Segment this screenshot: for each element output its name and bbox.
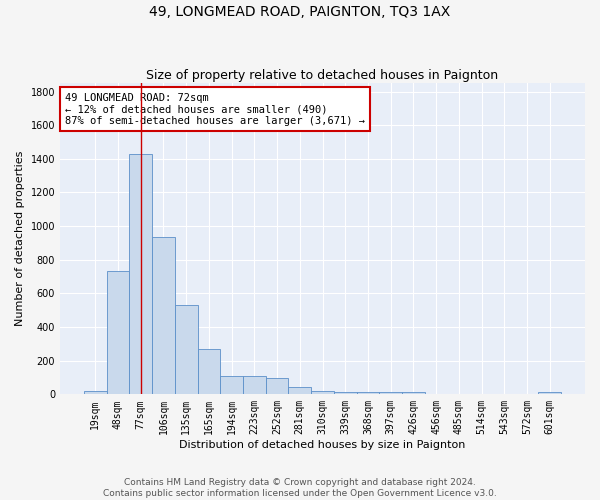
Bar — [220, 376, 243, 394]
Text: Contains HM Land Registry data © Crown copyright and database right 2024.
Contai: Contains HM Land Registry data © Crown c… — [103, 478, 497, 498]
Bar — [538, 392, 561, 394]
Bar — [311, 390, 334, 394]
Bar — [84, 390, 107, 394]
Bar — [266, 378, 289, 394]
Bar — [356, 392, 379, 394]
Bar — [107, 270, 130, 394]
Bar — [334, 392, 356, 394]
Bar — [289, 387, 311, 394]
Text: 49, LONGMEAD ROAD, PAIGNTON, TQ3 1AX: 49, LONGMEAD ROAD, PAIGNTON, TQ3 1AX — [149, 5, 451, 19]
Bar — [197, 349, 220, 395]
Bar — [175, 305, 197, 394]
Text: 49 LONGMEAD ROAD: 72sqm
← 12% of detached houses are smaller (490)
87% of semi-d: 49 LONGMEAD ROAD: 72sqm ← 12% of detache… — [65, 92, 365, 126]
Bar — [243, 376, 266, 394]
X-axis label: Distribution of detached houses by size in Paignton: Distribution of detached houses by size … — [179, 440, 466, 450]
Bar — [130, 154, 152, 394]
Bar — [379, 392, 402, 394]
Title: Size of property relative to detached houses in Paignton: Size of property relative to detached ho… — [146, 69, 499, 82]
Bar — [152, 237, 175, 394]
Y-axis label: Number of detached properties: Number of detached properties — [15, 151, 25, 326]
Bar — [402, 392, 425, 394]
